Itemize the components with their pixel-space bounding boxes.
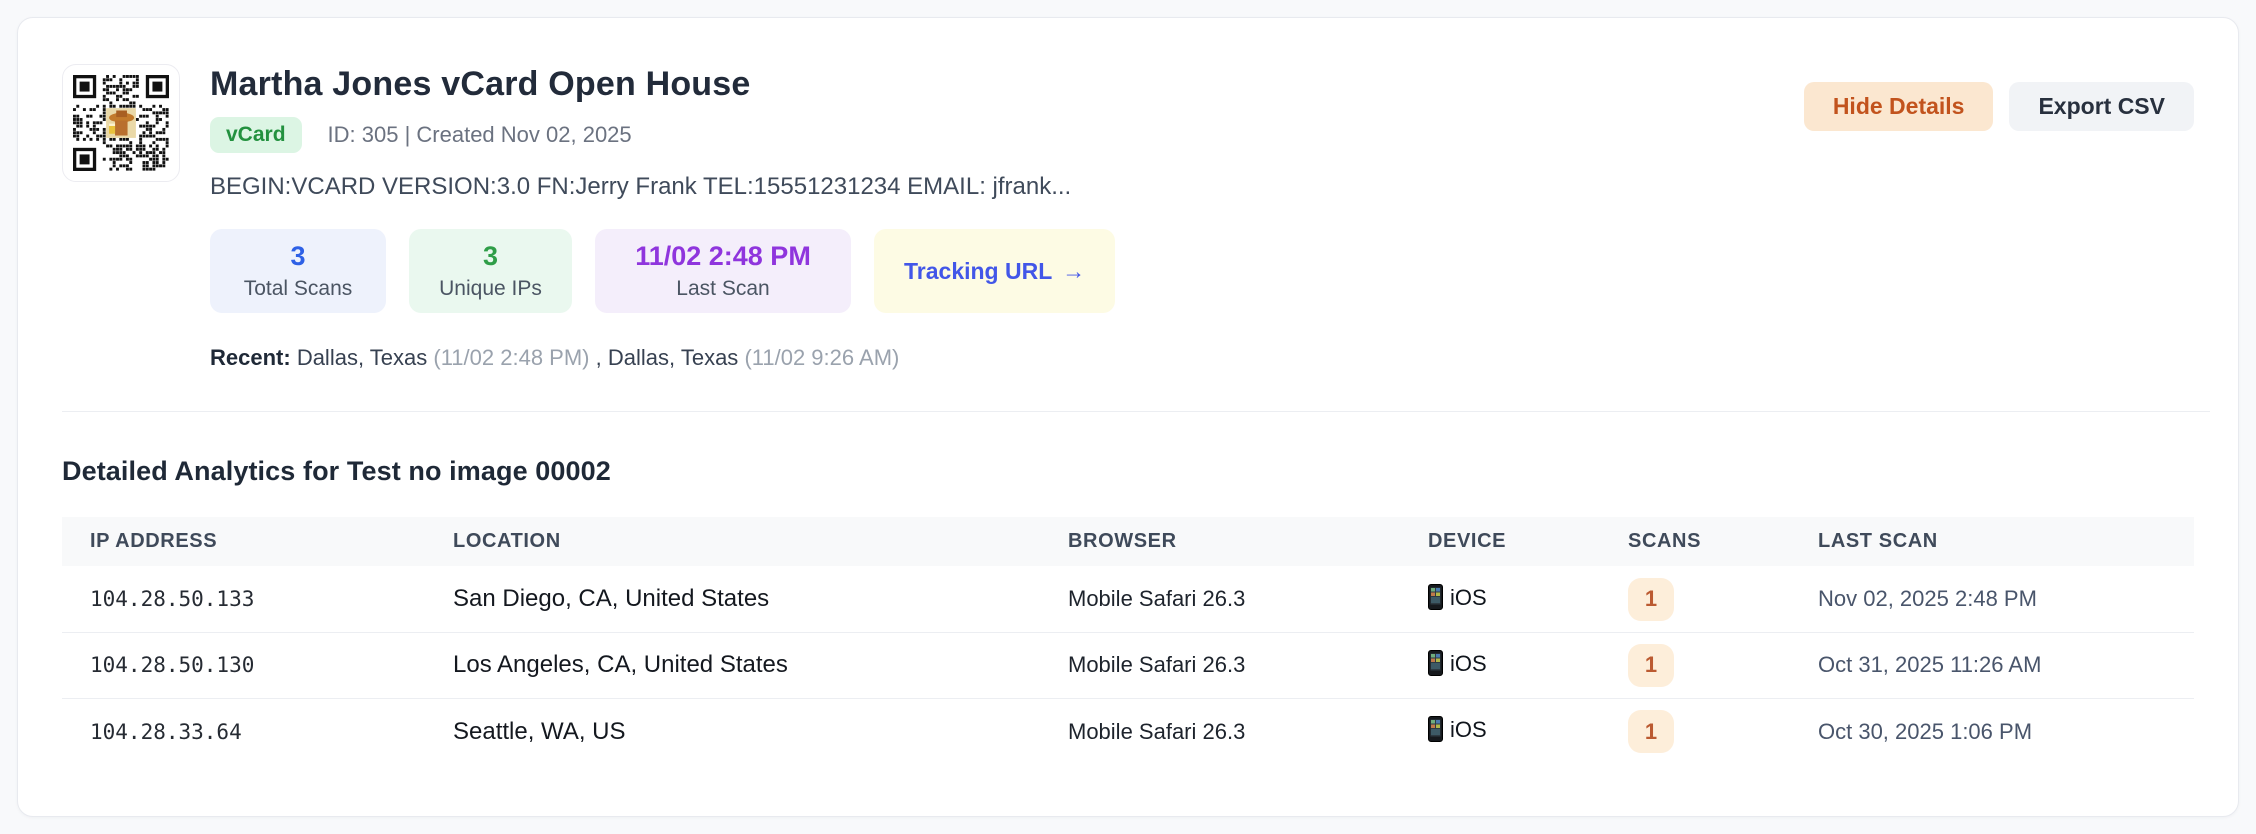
unique-ips-value: 3 [482,241,499,272]
arrow-right-icon: → [1062,257,1086,284]
detailed-analytics-section: Detailed Analytics for Test no image 000… [62,412,2194,764]
device-os-label: iOS [1450,650,1487,676]
scan-count-badge: 1 [1628,710,1674,754]
analytics-table-body: 104.28.50.133 San Diego, CA, United Stat… [62,566,2194,764]
table-row: 104.28.50.130 Los Angeles, CA, United St… [62,632,2194,699]
column-header-browser: BROWSER [1068,530,1177,553]
last-scan-cell: Oct 30, 2025 1:06 PM [1790,698,2194,764]
export-csv-button[interactable]: Export CSV [2009,82,2194,131]
tracking-url-link[interactable]: Tracking URL → [874,229,1116,314]
last-scan-time: Nov 02, 2025 2:48 PM [1818,586,2037,612]
location-text: Los Angeles, CA, United States [453,651,788,679]
browser-cell: Mobile Safari 26.3 [1040,698,1400,764]
device-cell: iOS [1400,698,1600,764]
column-header-last-scan: LAST SCAN [1818,530,1938,553]
recent-label: Recent: [210,345,291,371]
device-os-label: iOS [1450,717,1487,743]
recent-place-1: Dallas, Texas [296,345,428,371]
location-cell: Los Angeles, CA, United States [425,632,1040,698]
ip-address: 104.28.33.64 [90,719,242,744]
recent-place-2: Dallas, Texas [607,345,739,371]
total-scans-label: Total Scans [243,277,353,301]
last-scan-cell: Oct 31, 2025 11:26 AM [1790,632,2194,698]
stat-unique-ips: 3 Unique IPs [409,229,572,314]
last-scan-value: 11/02 2:48 PM [635,241,811,272]
ip-address-cell: 104.28.50.133 [62,566,425,632]
column-header-location: LOCATION [453,530,561,553]
mobile-phone-icon [1428,649,1443,681]
stat-last-scan: 11/02 2:48 PM Last Scan [595,229,851,314]
location-cell: Seattle, WA, US [425,698,1040,764]
vcard-content-preview: BEGIN:VCARD VERSION:3.0 FN:Jerry Frank T… [210,173,1072,201]
browser-text: Mobile Safari 26.3 [1068,718,1246,744]
browser-text: Mobile Safari 26.3 [1068,652,1246,678]
ip-address: 104.28.50.130 [90,653,255,678]
id-created-meta: ID: 305 | Created Nov 02, 2025 [327,122,632,148]
recent-separator: , [595,345,602,371]
last-scan-time: Oct 30, 2025 1:06 PM [1818,718,2033,744]
stats-row: 3 Total Scans 3 Unique IPs 11/02 2:48 PM… [210,229,2194,314]
scans-cell: 1 [1600,632,1790,698]
ip-address-cell: 104.28.50.130 [62,632,425,698]
last-scan-time: Oct 31, 2025 11:26 AM [1818,652,2042,678]
recent-scans-line: Recent: Dallas, Texas (11/02 2:48 PM) , … [210,345,2194,371]
recent-time-1: (11/02 2:48 PM) [433,345,590,371]
last-scan-label: Last Scan [676,277,770,301]
tracking-url-label: Tracking URL [904,257,1053,284]
device-cell: iOS [1400,632,1600,698]
analytics-section-title: Detailed Analytics for Test no image 000… [62,456,611,487]
qr-code-thumbnail [62,64,180,182]
location-cell: San Diego, CA, United States [425,566,1040,632]
column-header-ip: IP ADDRESS [90,530,218,553]
header-actions: Hide Details Export CSV [1803,82,2194,131]
ip-address: 104.28.50.133 [90,587,255,612]
scan-count-badge: 1 [1628,577,1674,621]
browser-cell: Mobile Safari 26.3 [1040,566,1400,632]
last-scan-cell: Nov 02, 2025 2:48 PM [1790,566,2194,632]
column-header-device: DEVICE [1428,530,1507,553]
table-row: 104.28.33.64 Seattle, WA, US Mobile Safa… [62,698,2194,764]
qr-header-main: Martha Jones vCard Open House vCard ID: … [210,64,2194,371]
browser-cell: Mobile Safari 26.3 [1040,632,1400,698]
device-os-label: iOS [1450,584,1487,610]
scans-cell: 1 [1600,698,1790,764]
table-header: IP ADDRESS LOCATION BROWSER DEVICE SCANS… [62,517,2194,567]
badge-row: vCard ID: 305 | Created Nov 02, 2025 [210,117,2194,154]
ip-address-cell: 104.28.33.64 [62,698,425,764]
page-title: Martha Jones vCard Open House [210,65,751,103]
qr-details-card: Martha Jones vCard Open House vCard ID: … [17,17,2239,817]
hide-details-button[interactable]: Hide Details [1803,82,1994,131]
vcard-type-badge: vCard [210,117,302,154]
unique-ips-label: Unique IPs [439,277,542,301]
stat-total-scans: 3 Total Scans [210,229,386,314]
mobile-phone-icon [1428,716,1443,747]
device-cell: iOS [1400,566,1600,632]
qr-header: Martha Jones vCard Open House vCard ID: … [62,64,2194,371]
mobile-phone-icon [1428,583,1443,615]
section-divider [62,411,2210,413]
qr-code-image [73,75,169,171]
recent-time-2: (11/02 9:26 AM) [744,345,900,371]
column-header-scans: SCANS [1628,530,1702,553]
location-text: San Diego, CA, United States [453,585,770,613]
browser-text: Mobile Safari 26.3 [1068,586,1246,612]
table-row: 104.28.50.133 San Diego, CA, United Stat… [62,566,2194,633]
scans-cell: 1 [1600,566,1790,632]
scan-analytics-table: IP ADDRESS LOCATION BROWSER DEVICE SCANS… [62,517,2194,764]
scan-count-badge: 1 [1628,643,1674,687]
location-text: Seattle, WA, US [453,717,626,745]
total-scans-value: 3 [290,241,306,272]
